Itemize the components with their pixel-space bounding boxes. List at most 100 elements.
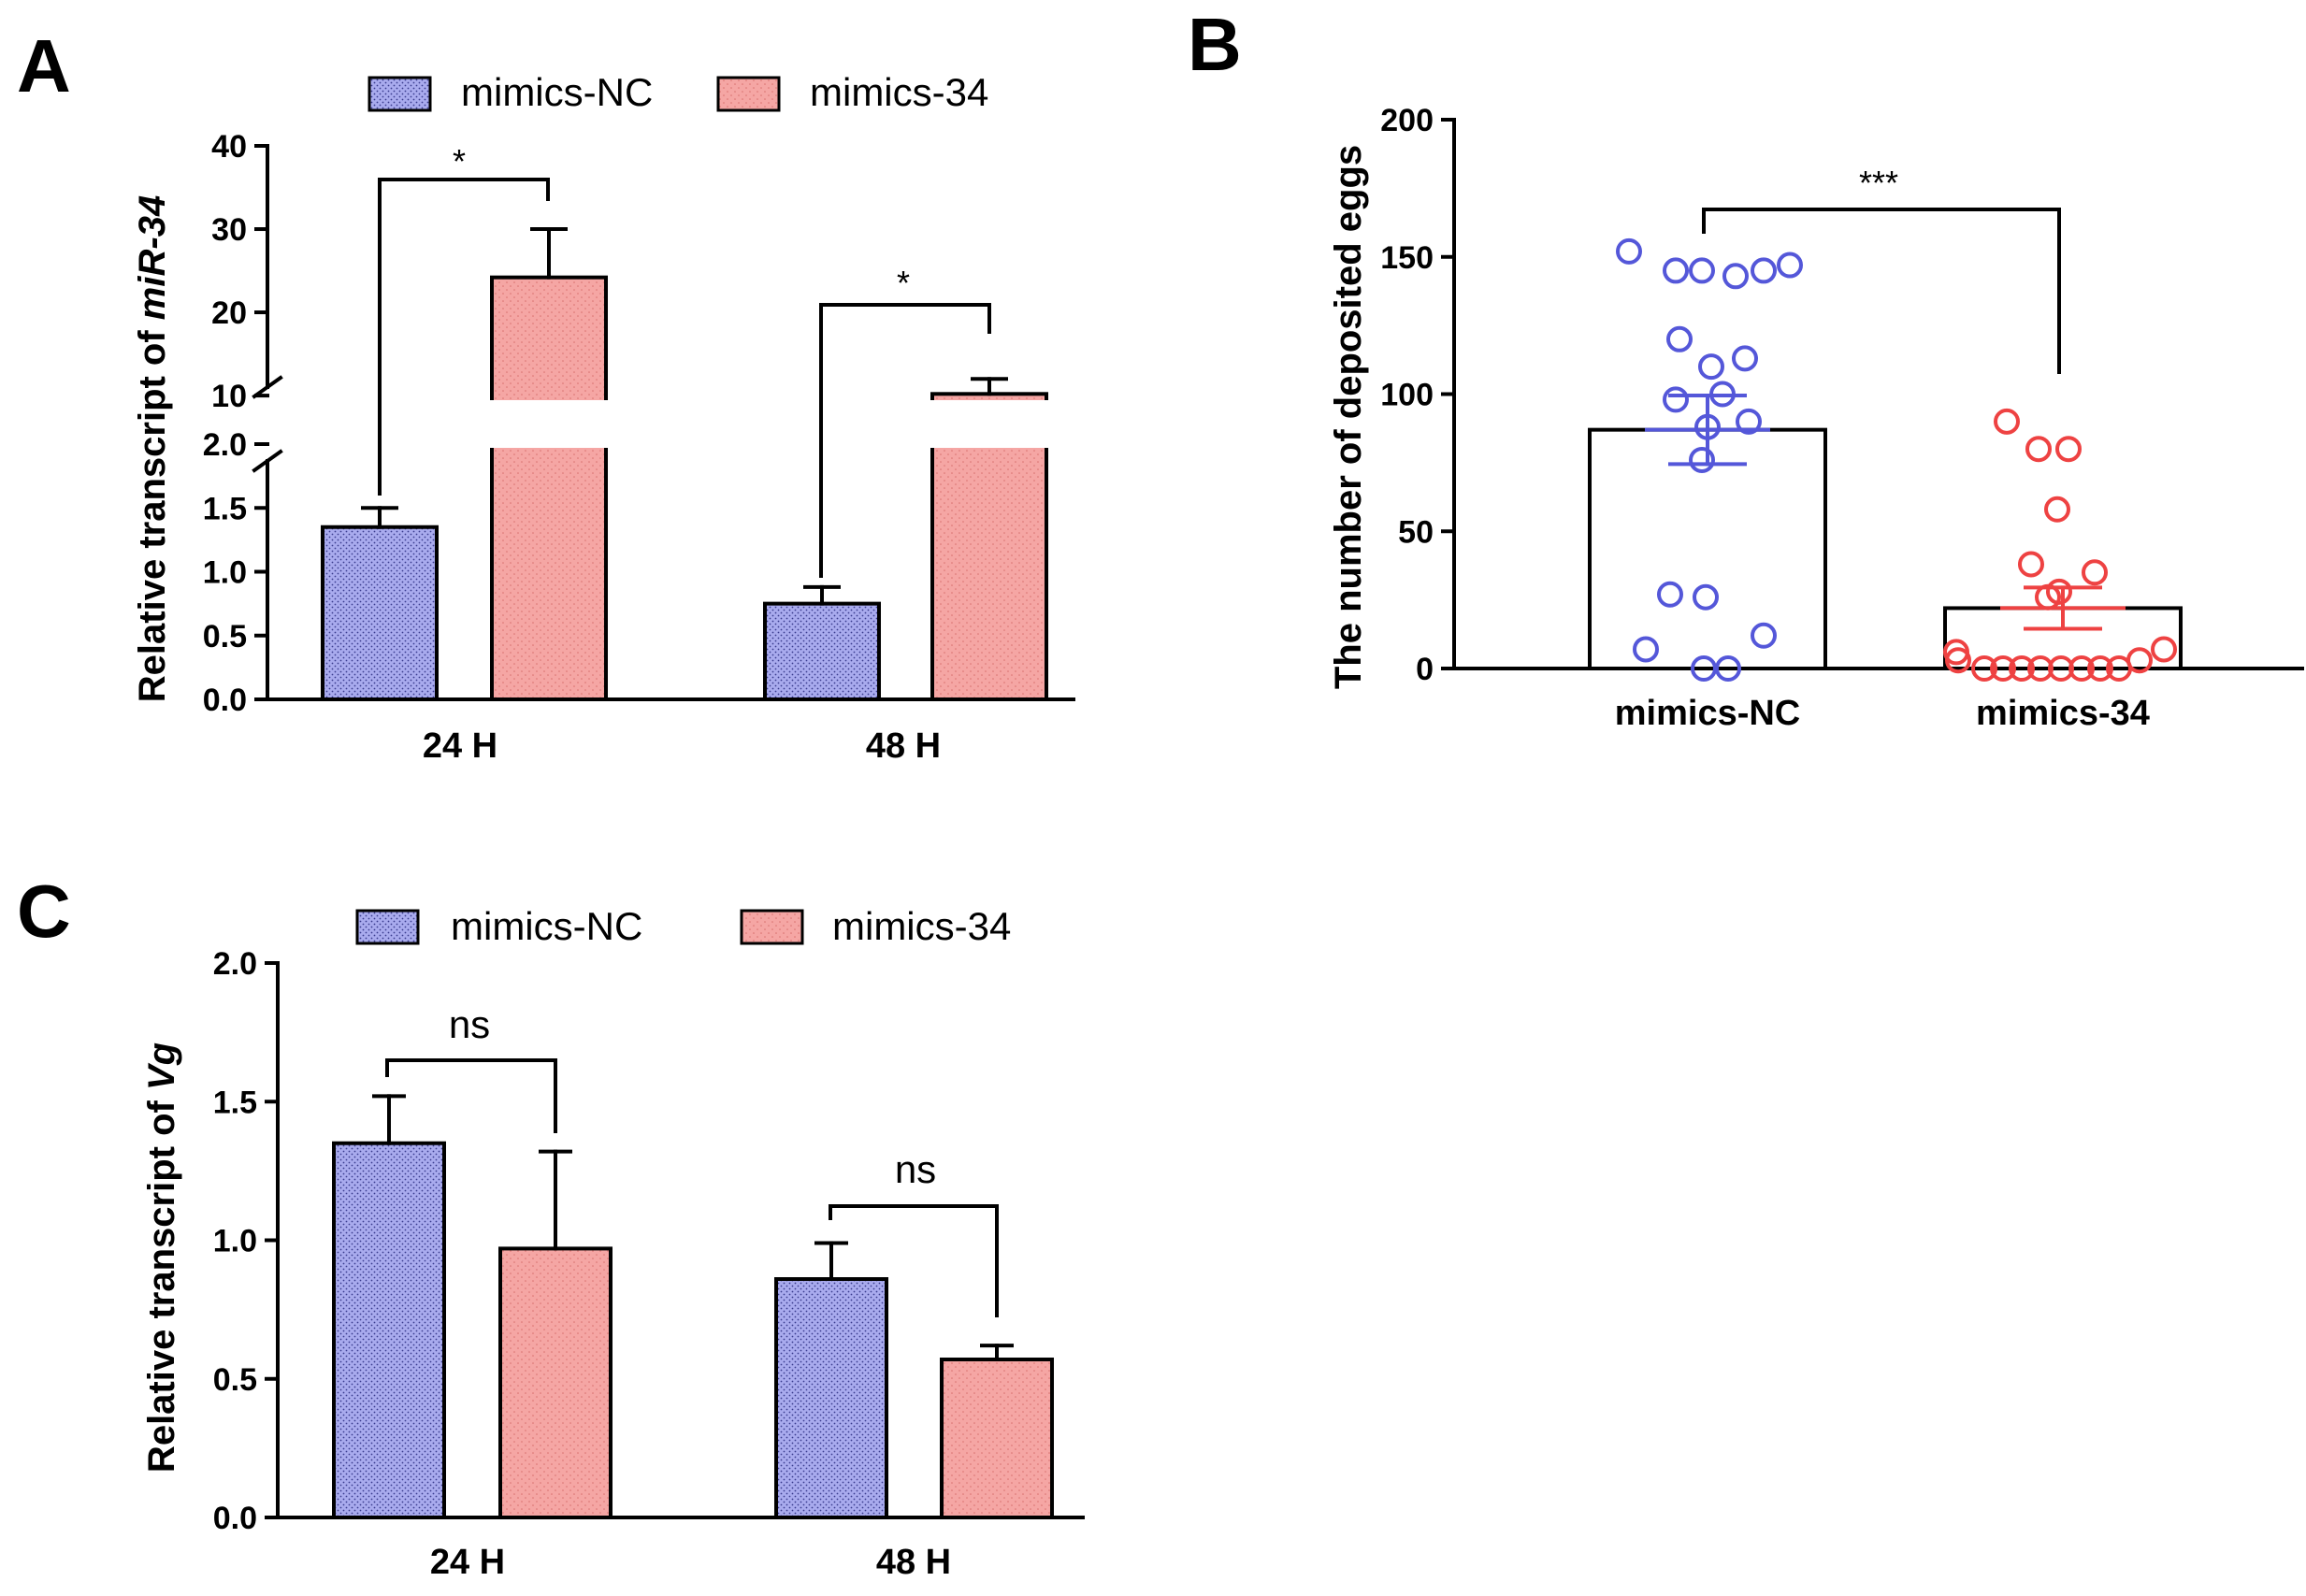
c-bars	[332, 1058, 1054, 1520]
b-y-axis-title: The number of deposited eggs	[1328, 145, 1369, 689]
panel-letter-c: C	[17, 870, 71, 953]
c-significance-48h: ns	[895, 1147, 936, 1191]
c-y-axis-title: Relative transcript of Vg	[141, 1042, 182, 1473]
a-error-bar-1-1	[971, 377, 1008, 396]
b-data-point	[2087, 655, 2113, 682]
c-error-bar-0-0	[372, 1094, 406, 1145]
b-data-point	[1777, 252, 1803, 279]
c-significance-24h: ns	[449, 1002, 490, 1046]
b-data-point	[2035, 583, 2061, 611]
b-data-point	[1994, 408, 2020, 435]
b-axes: 0 50 100 150 200	[1380, 103, 2304, 687]
legend-swatch-m34	[716, 76, 781, 112]
a-significance-bracket-1	[819, 303, 991, 578]
b-data-point	[1663, 386, 1689, 413]
b-data-point	[1616, 237, 1642, 265]
b-data-point	[1751, 257, 1777, 284]
b-data-point	[1736, 408, 1762, 435]
legend-label-nc-c: mimics-NC	[451, 904, 642, 948]
a-axis-break-mark-upper	[252, 375, 283, 399]
c-significance-bracket-1	[829, 1204, 999, 1317]
panel-letter-a: A	[17, 24, 71, 108]
b-data-point	[1698, 353, 1724, 381]
c-error-bar-1-1	[980, 1344, 1014, 1361]
b-data-point	[1666, 325, 1693, 352]
legend-swatch-nc	[368, 76, 432, 112]
b-significance: ***	[1859, 164, 1898, 202]
a-error-bar-0-1	[803, 584, 841, 606]
legend-swatch-m34-c	[740, 909, 804, 945]
a-y-tick-label: 20	[211, 295, 247, 331]
a-y-tick-label: 1.0	[203, 555, 247, 591]
a-y-tick-label: 0.0	[203, 683, 247, 718]
b-data-point	[2025, 436, 2052, 463]
b-data-point	[1715, 655, 1741, 682]
b-data-point	[1633, 636, 1659, 663]
c-error-bar-0-1	[814, 1241, 848, 1282]
a-axes: 0.0 0.5 1.0 1.5 2.0 10 20 30 40	[203, 129, 1075, 718]
a-significance-48h: *	[897, 264, 910, 302]
c-error-bar-1-0	[539, 1149, 572, 1251]
a-y-tick-label: 0.5	[203, 619, 247, 654]
panel-letter-b: B	[1188, 3, 1242, 86]
b-data-point	[2126, 647, 2153, 674]
a-bar-0-0	[321, 525, 439, 701]
a-significance-bracket-0	[378, 178, 550, 496]
b-data-point	[2055, 436, 2082, 463]
b-marks	[1588, 208, 2183, 682]
c-category-24h: 24 H	[430, 1543, 505, 1582]
b-data-point	[2068, 655, 2095, 682]
b-category-nc: mimics-NC	[1615, 694, 1801, 733]
b-category-m34: mimics-34	[1976, 694, 2150, 733]
a-category-24h: 24 H	[423, 726, 497, 766]
a-y-tick-label: 1.5	[203, 491, 247, 526]
b-data-point	[1693, 583, 1719, 611]
b-data-point	[1691, 655, 1717, 682]
b-data-point	[1689, 446, 1715, 473]
c-y-tick-label: 2.0	[213, 946, 257, 982]
b-y-tick-label: 100	[1380, 378, 1434, 413]
c-bar-1-0	[498, 1246, 613, 1520]
b-data-point	[1657, 581, 1683, 608]
a-error-bar-0-0	[361, 506, 398, 529]
b-data-point	[1990, 655, 2016, 682]
c-y-tick-label: 1.5	[213, 1085, 257, 1120]
b-data-point	[1663, 257, 1689, 284]
legend-swatch-nc-c	[355, 909, 420, 945]
panel-c-chart: mimics-NC mimics-34 Relative transcript …	[141, 904, 1085, 1582]
a-y-tick-label: 30	[211, 212, 247, 248]
a-significance-24h: *	[453, 142, 466, 180]
c-y-tick-label: 0.5	[213, 1362, 257, 1398]
a-category-48h: 48 H	[866, 726, 941, 766]
a-bar-0-1	[763, 601, 881, 701]
a-break-gap-1	[930, 400, 1049, 448]
c-y-tick-label: 0.0	[213, 1501, 257, 1536]
c-bar-1-1	[940, 1357, 1054, 1519]
b-y-tick-label: 0	[1416, 652, 1434, 687]
b-data-point	[2009, 655, 2035, 682]
a-y-tick-label: 10	[211, 379, 247, 414]
a-bar-1-0	[490, 275, 608, 701]
b-data-point	[1722, 263, 1749, 290]
b-data-point	[1709, 381, 1736, 408]
b-data-point	[2151, 636, 2177, 663]
c-y-tick-label: 1.0	[213, 1224, 257, 1259]
b-data-point	[1971, 655, 1997, 682]
b-data-point	[1945, 647, 1971, 674]
c-significance-bracket-0	[385, 1058, 557, 1133]
b-data-point	[1689, 257, 1715, 284]
a-break-gap-0	[489, 400, 609, 448]
b-significance-bracket	[1702, 208, 2061, 374]
a-axis-break-mark-lower	[252, 449, 283, 473]
b-data-point	[1694, 413, 1721, 440]
panel-a-chart: mimics-NC mimics-34 Relative transcript …	[132, 70, 1075, 766]
b-data-point	[2082, 559, 2108, 586]
a-y-axis-title: Relative transcript of miR-34	[132, 195, 173, 702]
b-data-point	[2044, 496, 2070, 523]
b-data-point	[2018, 551, 2044, 578]
a-y-tick-label: 40	[211, 129, 247, 165]
c-bar-0-1	[774, 1277, 888, 1520]
b-data-point	[1751, 622, 1777, 649]
c-category-48h: 48 H	[876, 1543, 951, 1582]
legend-label-nc: mimics-NC	[461, 70, 653, 114]
